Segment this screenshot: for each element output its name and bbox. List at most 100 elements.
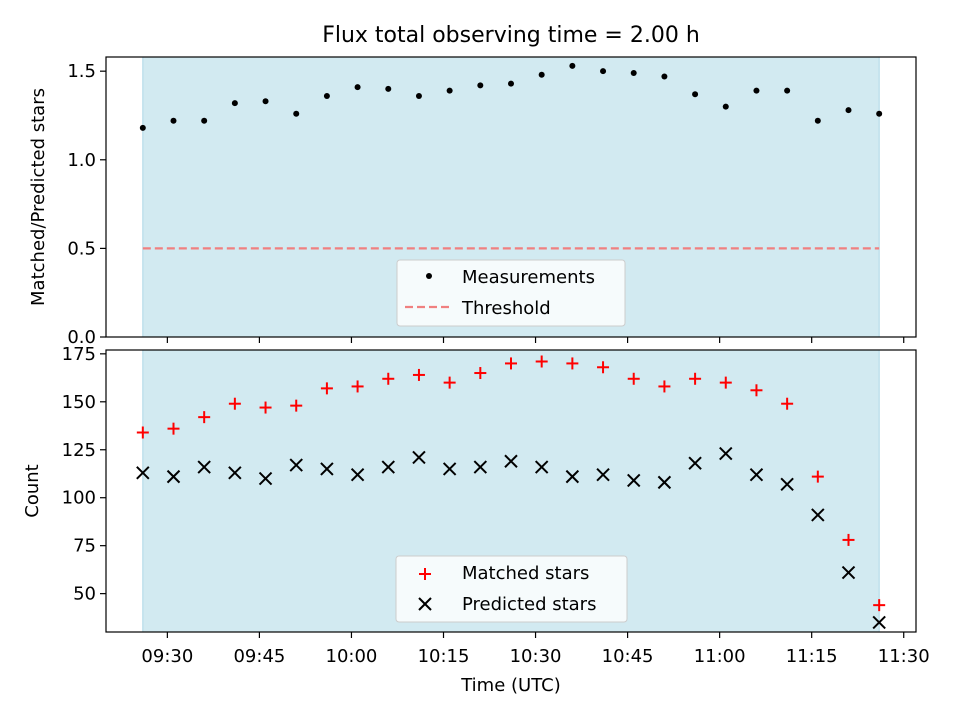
measurement-point xyxy=(692,91,699,98)
matched-star-point xyxy=(198,411,211,424)
measurement-point xyxy=(354,84,361,91)
matched-star-point xyxy=(443,376,456,389)
measurements-series xyxy=(139,62,883,131)
measurement-point xyxy=(661,73,668,80)
matched-star-point xyxy=(658,380,671,393)
x-tick-label: 11:00 xyxy=(694,646,746,667)
predicted-star-point xyxy=(136,466,150,480)
matched-star-point xyxy=(627,372,640,385)
predicted-star-point xyxy=(780,477,794,491)
predicted-star-point xyxy=(412,450,426,465)
y-tick-label: 175 xyxy=(62,344,96,365)
bottom-legend-box xyxy=(395,555,628,623)
legend-predicted-label: Predicted stars xyxy=(462,594,596,615)
legend-matched-marker xyxy=(419,568,431,580)
matched-star-point xyxy=(566,357,579,370)
bottom-y-axis-ticks: 50 75 100 125 150 175 xyxy=(62,344,106,605)
predicted-star-point xyxy=(473,460,488,474)
matched-star-point xyxy=(136,426,149,439)
x-axis-label: Time (UTC) xyxy=(460,675,561,696)
matched-star-point xyxy=(259,401,272,414)
legend-predicted-marker xyxy=(418,597,432,611)
matched-star-point xyxy=(382,372,395,385)
matched-star-point xyxy=(505,357,517,370)
top-y-axis-label: Matched/Predicted stars xyxy=(28,88,49,306)
measurement-point xyxy=(538,71,545,78)
y-tick-label: 1.5 xyxy=(67,61,96,82)
predicted-star-point xyxy=(442,462,457,476)
legend-matched-label: Matched stars xyxy=(462,563,589,584)
predicted-star-point xyxy=(350,467,365,482)
measurement-point xyxy=(262,98,269,105)
x-tick-label: 09:45 xyxy=(233,646,285,667)
measurement-point xyxy=(231,100,238,107)
measurement-point xyxy=(201,117,208,124)
y-tick-label: 0.5 xyxy=(67,238,96,259)
predicted-star-point xyxy=(719,446,733,461)
measurement-point xyxy=(415,92,422,99)
predicted-star-point xyxy=(841,565,856,580)
y-tick-label: 1.0 xyxy=(67,150,96,171)
matched-star-point xyxy=(842,533,855,546)
measurement-point xyxy=(630,69,637,76)
matched-star-point xyxy=(750,384,763,397)
x-tick-label: 11:30 xyxy=(878,646,930,667)
x-tick-label: 10:45 xyxy=(602,646,654,667)
x-tick-label: 09:30 xyxy=(141,646,193,667)
matched-star-point xyxy=(535,355,548,368)
measurement-point xyxy=(139,124,146,131)
measurement-point xyxy=(722,103,729,110)
x-tick-label: 11:15 xyxy=(786,646,838,667)
measurement-point xyxy=(323,92,330,99)
predicted-star-point xyxy=(197,460,211,474)
predicted-star-point xyxy=(504,454,518,468)
matched-star-point xyxy=(412,368,425,381)
legend-threshold-label: Threshold xyxy=(461,298,551,319)
predicted-star-point xyxy=(166,469,181,484)
predicted-star-point xyxy=(289,458,303,472)
top-x-axis-ticks xyxy=(166,337,905,343)
matched-star-point xyxy=(689,372,702,385)
matched-star-point xyxy=(351,380,364,393)
predicted-star-point xyxy=(320,462,334,476)
legend-measurements-marker xyxy=(426,273,432,279)
bottom-legend: Matched stars Predicted stars xyxy=(395,555,628,623)
top-axes-frame xyxy=(105,56,917,338)
top-legend-box xyxy=(396,259,626,327)
x-tick-label: 10:30 xyxy=(510,646,562,667)
matched-star-point xyxy=(811,470,824,483)
measurement-point xyxy=(385,85,392,92)
predicted-star-point xyxy=(657,475,672,490)
matched-star-point xyxy=(228,397,241,410)
predicted-star-point xyxy=(811,508,825,522)
matched-star-point xyxy=(320,382,333,395)
predicted-star-point xyxy=(872,615,886,630)
matched-stars-series xyxy=(136,355,886,612)
matched-star-point xyxy=(781,397,794,410)
matched-star-point xyxy=(719,376,732,389)
matched-star-point xyxy=(290,399,303,412)
measurement-point xyxy=(477,82,484,89)
predicted-star-point xyxy=(565,469,580,484)
y-tick-label: 0.0 xyxy=(67,327,96,348)
measurement-point xyxy=(569,62,576,69)
measurement-point xyxy=(170,117,177,124)
predicted-star-point xyxy=(627,473,641,488)
measurement-point xyxy=(845,107,852,114)
bottom-y-axis-label: Count xyxy=(22,464,43,517)
predicted-star-point xyxy=(381,460,395,474)
top-y-axis-ticks: 0.0 0.5 1.0 1.5 xyxy=(67,61,106,348)
top-legend: Measurements Threshold xyxy=(396,259,626,327)
predicted-stars-series xyxy=(136,446,886,630)
predicted-star-point xyxy=(749,467,764,482)
measurement-point xyxy=(753,87,760,94)
measurement-point xyxy=(876,110,883,117)
predicted-star-point xyxy=(596,467,610,482)
y-tick-label: 150 xyxy=(62,392,96,413)
predicted-star-point xyxy=(688,456,702,470)
chart-title: Flux total observing time = 2.00 h xyxy=(322,23,700,48)
y-tick-label: 100 xyxy=(62,488,96,509)
measurement-point xyxy=(446,87,453,94)
measurement-point xyxy=(814,117,821,124)
